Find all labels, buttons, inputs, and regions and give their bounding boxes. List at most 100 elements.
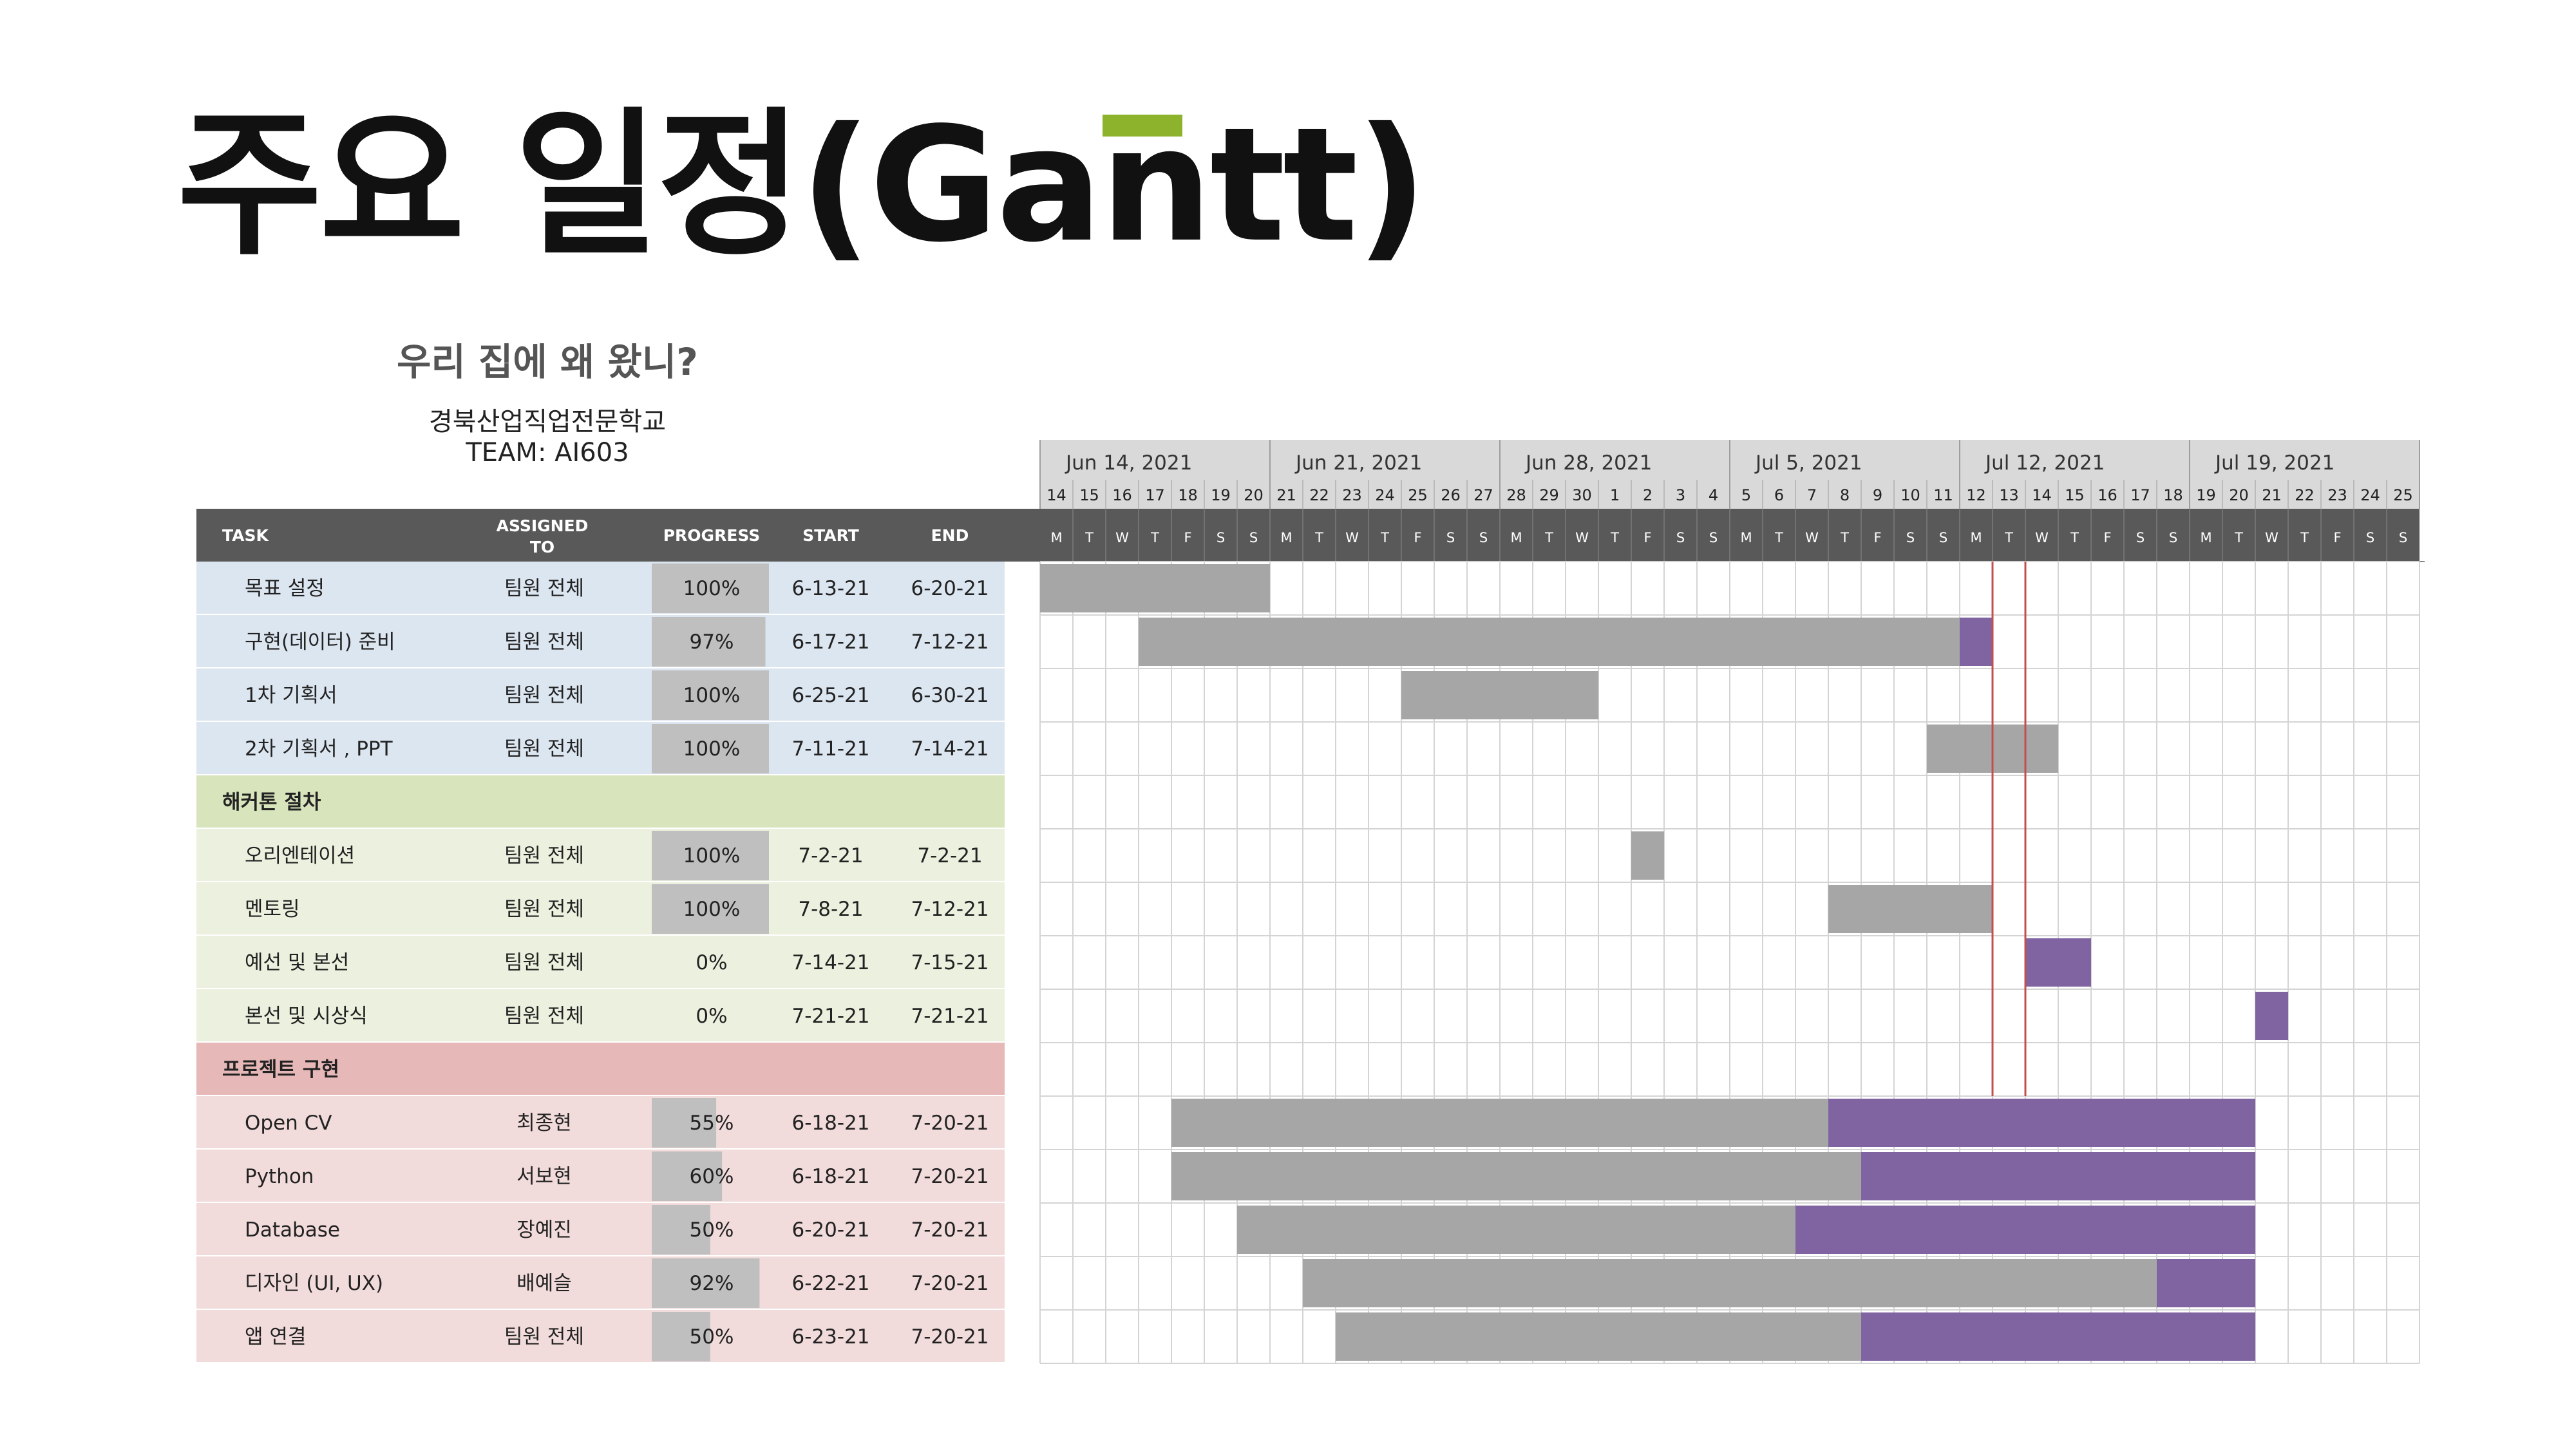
task-name: 앱 연결 bbox=[245, 1325, 306, 1349]
task-end: 7-20-21 bbox=[911, 1272, 989, 1295]
weekday-letter: T bbox=[2004, 530, 2013, 545]
day-number: 14 bbox=[1046, 486, 1066, 504]
school-name: 경북산업직업전문학교 bbox=[429, 407, 666, 437]
task-assigned: 팀원 전체 bbox=[504, 737, 584, 761]
weekday-letter: F bbox=[1414, 530, 1421, 545]
progress-fill bbox=[652, 617, 766, 667]
task-name: 2차 기획서 , PPT bbox=[245, 737, 393, 761]
slide-title: 주요 일정(Gantt) bbox=[177, 93, 1428, 277]
gantt-bar-done bbox=[1237, 1206, 1795, 1254]
day-number: 14 bbox=[2032, 486, 2052, 504]
day-number: 23 bbox=[1342, 486, 1362, 504]
task-end: 7-20-21 bbox=[911, 1218, 989, 1242]
weekday-letter: S bbox=[1676, 530, 1685, 545]
weekday-letter: W bbox=[1805, 530, 1819, 545]
weekday-letter: T bbox=[1544, 530, 1553, 545]
weekday-letter: F bbox=[2333, 530, 2341, 545]
task-row-bg bbox=[196, 936, 1005, 989]
day-number: 15 bbox=[2065, 486, 2085, 504]
task-start: 7-2-21 bbox=[798, 844, 863, 867]
task-progress: 0% bbox=[696, 1005, 727, 1028]
weekday-letter: F bbox=[1184, 530, 1191, 545]
day-number: 8 bbox=[1840, 486, 1850, 504]
gantt-bar-done bbox=[1303, 1259, 2157, 1307]
task-name: 본선 및 시상식 bbox=[245, 1005, 368, 1028]
section-header-bg bbox=[196, 1043, 1005, 1096]
task-start: 6-18-21 bbox=[792, 1112, 870, 1135]
task-name: Python bbox=[245, 1165, 314, 1188]
task-assigned: 배예슬 bbox=[516, 1272, 572, 1295]
task-row-bg bbox=[196, 1096, 1005, 1150]
day-number: 17 bbox=[2130, 486, 2150, 504]
day-number: 19 bbox=[2196, 486, 2216, 504]
task-row-bg bbox=[196, 989, 1005, 1043]
day-number: 4 bbox=[1709, 486, 1718, 504]
gantt-bar-remaining bbox=[2255, 992, 2288, 1040]
progress-fill bbox=[652, 1205, 710, 1255]
task-start: 7-11-21 bbox=[792, 737, 870, 761]
day-number: 24 bbox=[1375, 486, 1395, 504]
day-number: 16 bbox=[2098, 486, 2117, 504]
progress-fill bbox=[652, 1098, 717, 1148]
task-end: 6-30-21 bbox=[911, 684, 989, 707]
gantt-bar-remaining bbox=[1960, 618, 1993, 666]
weekday-letter: S bbox=[1446, 530, 1455, 545]
progress-fill bbox=[652, 670, 769, 720]
task-row-bg bbox=[196, 562, 1005, 615]
day-number: 16 bbox=[1112, 486, 1132, 504]
task-start: 6-13-21 bbox=[792, 577, 870, 600]
task-progress: 60% bbox=[690, 1165, 734, 1188]
weekday-letter: T bbox=[1774, 530, 1783, 545]
day-number: 25 bbox=[1408, 486, 1428, 504]
task-progress: 100% bbox=[683, 684, 741, 707]
task-name: 1차 기획서 bbox=[245, 684, 337, 707]
progress-fill bbox=[652, 1151, 723, 1201]
task-name: 구현(데이터) 준비 bbox=[245, 630, 395, 654]
task-start: 7-14-21 bbox=[792, 951, 870, 974]
gantt-bar-done bbox=[1171, 1099, 1828, 1147]
weekday-letter: S bbox=[2169, 530, 2177, 545]
weekday-letter: T bbox=[1380, 530, 1389, 545]
task-end: 6-20-21 bbox=[911, 577, 989, 600]
day-number: 19 bbox=[1211, 486, 1231, 504]
task-end: 7-12-21 bbox=[911, 630, 989, 654]
day-number: 15 bbox=[1079, 486, 1099, 504]
task-assigned: 팀원 전체 bbox=[504, 898, 584, 921]
task-end: 7-20-21 bbox=[911, 1112, 989, 1135]
task-name: Database bbox=[245, 1218, 340, 1242]
task-row-bg bbox=[196, 1203, 1005, 1256]
task-end: 7-12-21 bbox=[911, 898, 989, 921]
task-start: 6-20-21 bbox=[792, 1218, 870, 1242]
progress-fill bbox=[652, 831, 769, 880]
task-progress: 100% bbox=[683, 898, 741, 921]
day-number: 10 bbox=[1900, 486, 1920, 504]
task-row-bg bbox=[196, 1150, 1005, 1203]
weekday-letter: T bbox=[2300, 530, 2309, 545]
weekday-letter: W bbox=[2035, 530, 2049, 545]
header-assigned: TO bbox=[530, 538, 554, 556]
weekday-letter: S bbox=[1709, 530, 1718, 545]
gantt-bar-done bbox=[1139, 618, 1960, 666]
task-name: 디자인 (UI, UX) bbox=[245, 1272, 383, 1295]
table-header-bg bbox=[196, 509, 2420, 562]
task-start: 6-25-21 bbox=[792, 684, 870, 707]
weekday-letter: S bbox=[1249, 530, 1258, 545]
day-number: 24 bbox=[2360, 486, 2380, 504]
header-assigned: ASSIGNED bbox=[497, 516, 589, 535]
task-row-bg bbox=[196, 1310, 1005, 1363]
task-end: 7-20-21 bbox=[911, 1165, 989, 1188]
progress-fill bbox=[652, 884, 769, 934]
gantt-bar-remaining bbox=[2025, 938, 2091, 987]
weekday-letter: S bbox=[2136, 530, 2145, 545]
weekday-letter: T bbox=[1610, 530, 1619, 545]
day-number: 6 bbox=[1774, 486, 1784, 504]
header-end: END bbox=[931, 526, 969, 545]
task-row-bg bbox=[196, 722, 1005, 775]
gantt-bar-remaining bbox=[2157, 1259, 2255, 1307]
progress-fill bbox=[652, 564, 769, 613]
task-assigned: 최종현 bbox=[516, 1112, 572, 1135]
header-start: START bbox=[802, 526, 859, 545]
task-assigned: 서보현 bbox=[516, 1165, 572, 1188]
weekday-letter: T bbox=[1084, 530, 1094, 545]
